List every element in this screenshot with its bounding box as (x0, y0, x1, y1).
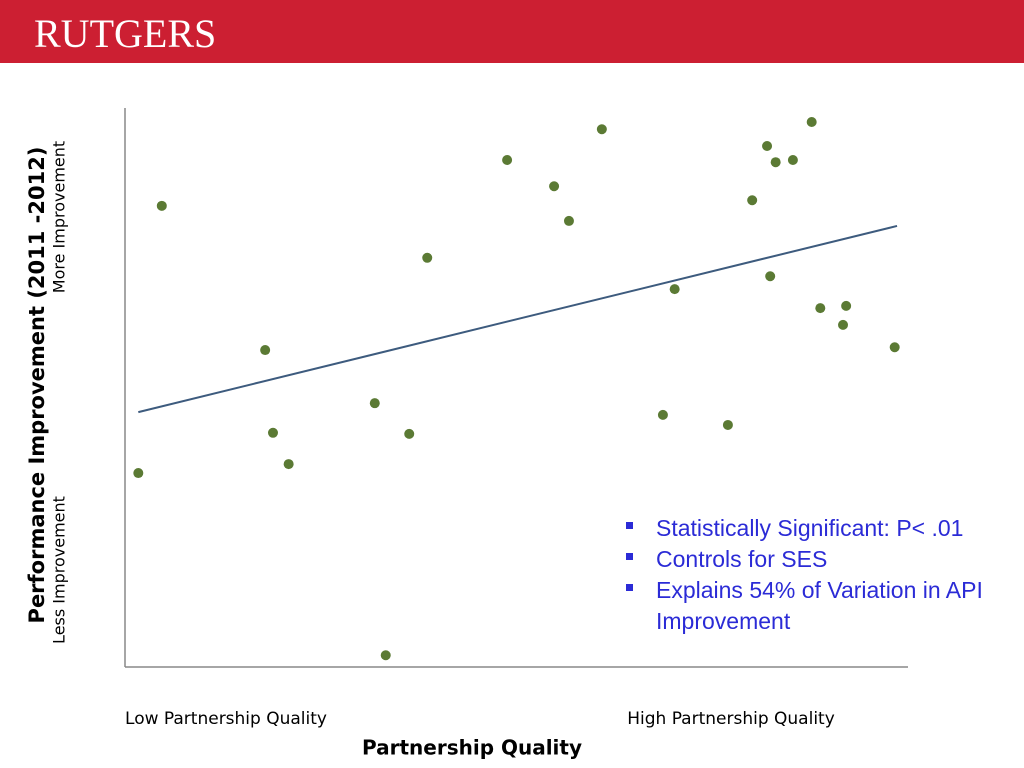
scatter-point (549, 181, 560, 192)
scatter-point (838, 319, 849, 330)
y-low-label: Less Improvement (50, 496, 69, 644)
note-bullet: Explains 54% of Variation in API Improve… (622, 575, 994, 637)
scatter-point (770, 157, 781, 168)
scatter-point (502, 154, 513, 165)
scatter-point (133, 468, 144, 479)
scatter-point (260, 345, 271, 356)
scatter-point (762, 141, 773, 152)
note-bullet: Controls for SES (622, 544, 994, 575)
scatter-point (267, 427, 278, 438)
scatter-point (787, 154, 798, 165)
x-low-label: Low Partnership Quality (125, 709, 327, 729)
y-high-label: More Improvement (50, 141, 69, 293)
scatter-point (369, 398, 380, 409)
scatter-point (596, 124, 607, 135)
scatter-point (806, 116, 817, 127)
scatter-point (889, 342, 900, 353)
scatter-point (404, 428, 415, 439)
header-bar: RUTGERS (0, 0, 1024, 63)
y-axis-title: Performance Improvement (2011 -2012) (25, 147, 49, 624)
scatter-point (815, 303, 826, 314)
notes-list: Statistically Significant: P< .01 Control… (622, 513, 994, 637)
trend-line (138, 224, 898, 414)
note-bullet: Statistically Significant: P< .01 (622, 513, 994, 544)
scatter-point (380, 650, 391, 661)
scatter-point (765, 271, 776, 282)
x-high-label: High Partnership Quality (627, 709, 835, 729)
scatter-point (669, 284, 680, 295)
scatter-point (156, 200, 167, 211)
scatter-point (722, 419, 733, 430)
scatter-point (422, 252, 433, 263)
scatter-point (283, 459, 294, 470)
scatter-point (747, 195, 758, 206)
x-axis-title: Partnership Quality (362, 736, 582, 760)
scatter-point (657, 409, 668, 420)
logo: RUTGERS (34, 11, 217, 56)
scatter-point (563, 215, 574, 226)
scatter-point (841, 300, 852, 311)
